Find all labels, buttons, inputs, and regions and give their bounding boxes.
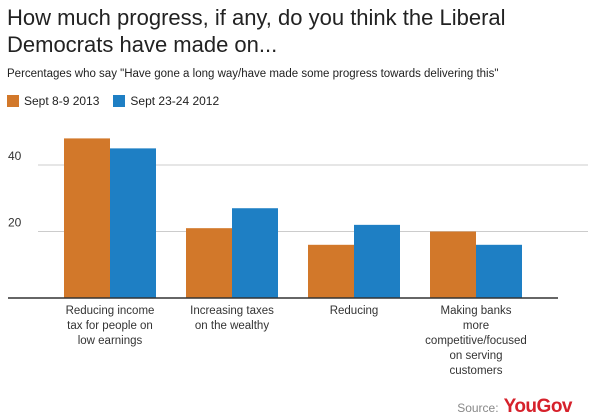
chart-subtitle: Percentages who say "Have gone a long wa…: [7, 68, 499, 80]
legend-item-series-2: Sept 23-24 2012: [113, 94, 219, 108]
x-tick-label-2: Increasing taxes on the wealthy: [190, 305, 274, 332]
bar-2-category-2: [232, 208, 278, 298]
bar-1-category-1: [64, 138, 110, 298]
bar-1-category-3: [308, 244, 354, 298]
source-credit: Source: YouGov: [457, 396, 572, 418]
legend-swatch-series-2: [113, 95, 126, 107]
x-tick-label-1: Reducing income tax for people on low earn…: [66, 305, 155, 347]
x-tick-label-4: Making banks more competitive/focused on se…: [425, 305, 527, 377]
legend-item-series-1: Sept 8-9 2013: [7, 94, 99, 108]
yougov-logo: YouGov: [503, 396, 573, 417]
bar-2-category-3: [354, 224, 400, 298]
legend-label-series-2: Sept 23-24 2012: [130, 94, 220, 108]
bar-1-category-2: [186, 228, 232, 298]
y-tick-label-40: 40: [8, 149, 22, 163]
chart-title: How much progress, if any, do you think …: [7, 5, 506, 57]
x-tick-label-3: Reducing: [330, 305, 379, 317]
y-tick-label-20: 20: [8, 216, 22, 230]
bar-1-category-4: [430, 231, 476, 298]
legend: Sept 8-9 2013 Sept 23-24 2012: [7, 94, 233, 108]
legend-swatch-series-1: [7, 95, 19, 107]
bar-2-category-4: [476, 244, 522, 298]
source-label: Source:: [457, 401, 499, 415]
bar-2-category-1: [110, 148, 156, 298]
legend-label-series-1: Sept 8-9 2013: [24, 94, 100, 108]
